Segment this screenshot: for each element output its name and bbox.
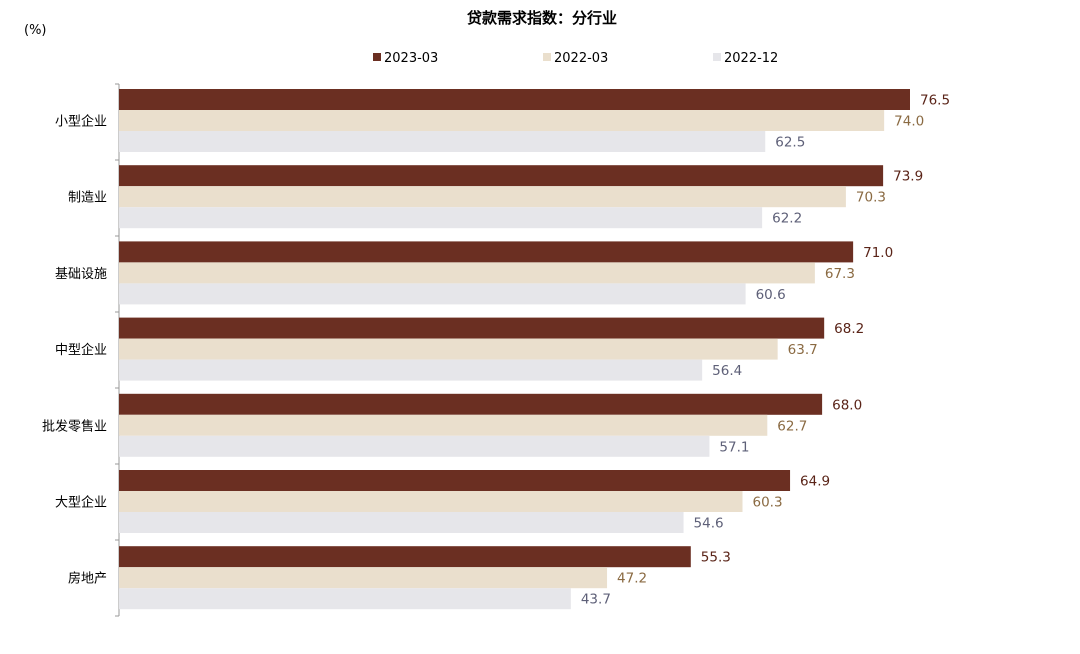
data-label: 64.9 bbox=[800, 474, 830, 490]
bar-2022-03-1 bbox=[119, 186, 846, 208]
category-label: 小型企业 bbox=[55, 114, 107, 130]
bar-2022-12-2 bbox=[119, 283, 746, 305]
bar-2022-12-4 bbox=[119, 435, 710, 457]
data-label: 47.2 bbox=[617, 571, 647, 587]
legend-swatch-2022-03 bbox=[543, 53, 551, 61]
category-label: 制造业 bbox=[68, 191, 107, 206]
bar-2022-03-2 bbox=[119, 262, 815, 284]
data-label: 62.5 bbox=[775, 135, 805, 151]
bars-group bbox=[119, 89, 910, 610]
data-label: 63.7 bbox=[788, 342, 818, 358]
data-label: 54.6 bbox=[694, 516, 724, 532]
bar-2023-03-5 bbox=[119, 470, 791, 491]
bar-2022-12-6 bbox=[119, 588, 571, 610]
legend-swatch-2023-03 bbox=[373, 53, 381, 61]
category-label: 基础设施 bbox=[55, 267, 107, 282]
bar-2023-03-3 bbox=[119, 317, 825, 339]
data-label: 70.3 bbox=[856, 190, 886, 206]
bar-2022-03-5 bbox=[119, 491, 743, 512]
bar-2022-03-0 bbox=[119, 110, 885, 131]
bar-2022-03-3 bbox=[119, 338, 778, 360]
data-label: 67.3 bbox=[825, 266, 855, 282]
data-label: 74.0 bbox=[894, 114, 924, 130]
data-label: 71.0 bbox=[863, 245, 893, 261]
category-label: 大型企业 bbox=[55, 495, 107, 511]
bar-2023-03-0 bbox=[119, 89, 910, 110]
category-axis bbox=[115, 83, 120, 617]
chart-title: 贷款需求指数：分行业 bbox=[467, 9, 617, 27]
category-label: 中型企业 bbox=[55, 342, 107, 358]
bar-2022-03-6 bbox=[119, 567, 608, 589]
bar-2023-03-6 bbox=[119, 546, 691, 568]
data-label: 62.2 bbox=[772, 211, 802, 227]
data-label: 73.9 bbox=[893, 169, 923, 185]
bar-2023-03-4 bbox=[119, 393, 823, 415]
data-label: 62.7 bbox=[777, 418, 807, 434]
legend-label-2023-03: 2023-03 bbox=[384, 51, 438, 66]
data-label: 56.4 bbox=[712, 363, 742, 379]
data-label: 55.3 bbox=[701, 550, 731, 566]
category-label: 房地产 bbox=[68, 571, 107, 587]
bar-2023-03-1 bbox=[119, 165, 884, 187]
data-labels-group: 76.5 74.0 62.5 73.9 70.3 62.2 71.0 67.3 60.6 68.2… bbox=[581, 93, 950, 608]
bar-2022-12-1 bbox=[119, 207, 763, 229]
bar-2022-12-5 bbox=[119, 512, 684, 533]
data-label: 68.0 bbox=[832, 397, 862, 413]
legend-swatch-2022-12 bbox=[713, 53, 721, 61]
category-label: 批发零售业 bbox=[42, 418, 107, 434]
bar-2022-03-4 bbox=[119, 414, 768, 436]
unit-label: (%) bbox=[24, 23, 47, 38]
bar-2023-03-2 bbox=[119, 241, 854, 263]
data-label: 68.2 bbox=[834, 321, 864, 337]
data-label: 57.1 bbox=[719, 439, 749, 455]
data-label: 76.5 bbox=[920, 93, 950, 109]
legend-label-2022-12: 2022-12 bbox=[724, 51, 778, 66]
bar-2022-12-3 bbox=[119, 359, 703, 381]
legend-label-2022-03: 2022-03 bbox=[554, 51, 608, 66]
data-label: 43.7 bbox=[581, 592, 611, 608]
data-label: 60.3 bbox=[752, 495, 782, 511]
data-label: 60.6 bbox=[756, 287, 786, 303]
legend: 2023-03 2022-03 2022-12 bbox=[373, 51, 778, 66]
bar-2022-12-0 bbox=[119, 131, 766, 152]
